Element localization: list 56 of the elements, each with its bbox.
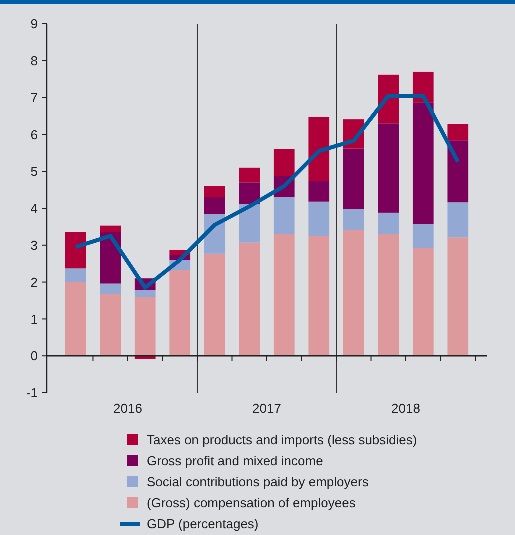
text: 2017 [252,401,282,416]
y-tick-label: 7 [30,90,38,106]
y-tick-label: 9 [30,16,38,32]
bar [274,149,295,176]
bar [448,140,469,203]
y-tick-label: 6 [30,127,38,142]
bar [65,232,86,269]
legend-label: Social contributions paid by employers [147,474,370,490]
bar [308,116,330,182]
bar [134,290,156,298]
legend-label: (Gross) compensation of employees [147,496,356,511]
bar [308,202,330,236]
bar [308,236,330,356]
bar [170,270,191,356]
bar [448,124,469,141]
bar [412,224,434,248]
bar [308,181,330,202]
legend-label: Gross profit and mixed income [147,454,324,469]
bar [378,234,400,356]
bar [239,168,260,183]
bar [65,282,86,356]
bar [274,197,295,234]
bar [134,297,156,356]
bar [100,294,122,356]
y-tick-label: 4 [30,201,38,216]
bar [412,248,434,356]
line-series [74,94,460,290]
bar [239,242,260,356]
text: 2018 [392,401,420,416]
bar [239,204,260,243]
y-tick-label: 8 [30,53,38,68]
y-tick-label: 5 [30,164,38,180]
bar [378,124,400,213]
text: 2016 [114,401,142,416]
bar [343,230,364,356]
bar [204,197,226,214]
bar [343,148,364,210]
bar [100,226,122,232]
bar [343,209,364,230]
y-tick-label: 2 [30,274,38,290]
y-tick-label: 1 [30,312,38,327]
legend-label: GDP (percentages) [147,516,259,532]
legend-label: Taxes on products and imports (less subsidies) [147,432,418,448]
bar [412,102,434,224]
y-tick-label: 3 [30,238,38,253]
bar [65,268,86,282]
y-tick-label: 0 [30,348,38,364]
bar [448,202,469,238]
y-tick-label: -1 [26,386,38,401]
bar [204,186,226,198]
bar [204,254,226,356]
bar [448,238,469,356]
bar [378,212,400,234]
bar [274,234,295,356]
bar [239,182,260,204]
bar [100,284,122,294]
